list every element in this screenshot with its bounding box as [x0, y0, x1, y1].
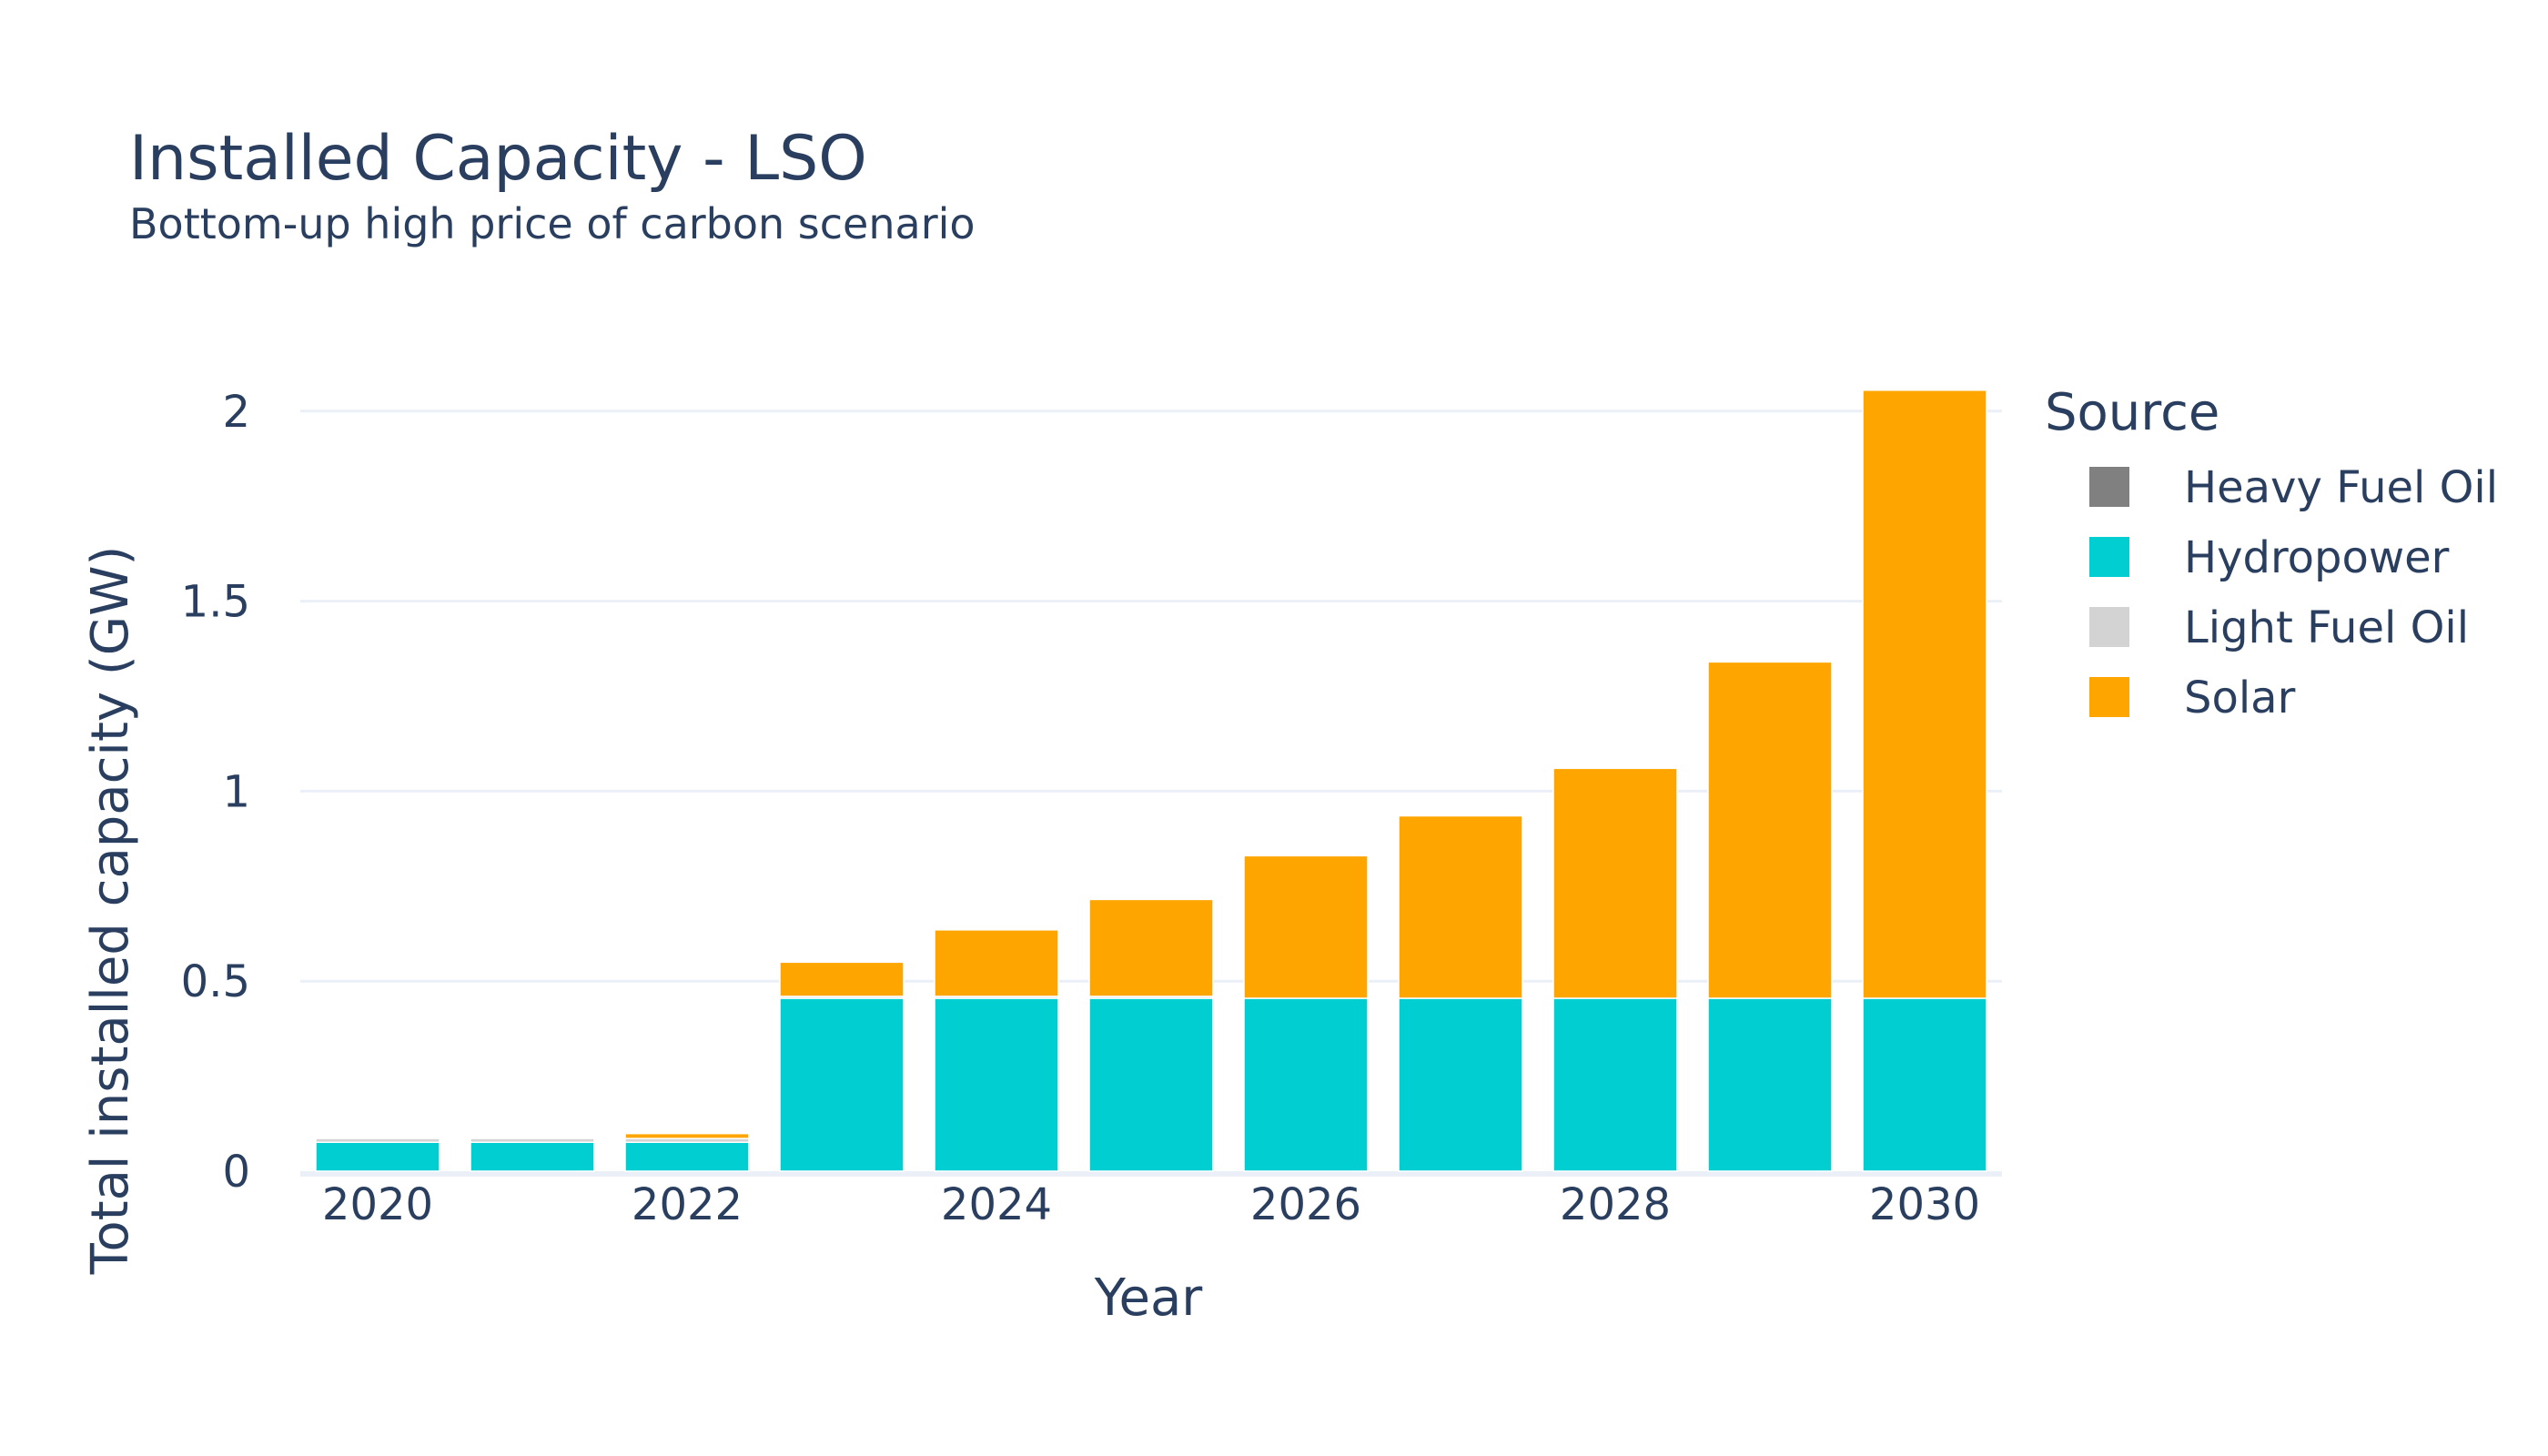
legend: Source Heavy Fuel Oil Hydropower Light Fue…: [2045, 383, 2498, 723]
legend-label: Solar: [2184, 672, 2296, 723]
bar-segment-solar: [1398, 814, 1523, 999]
x-tick-label: 2030: [1869, 1179, 1980, 1230]
legend-label: Hydropower: [2184, 532, 2450, 583]
x-axis-label: Year: [1094, 1269, 1204, 1328]
bar-segment-hydropower: [315, 1141, 440, 1172]
bar-segment-hydropower: [1552, 997, 1678, 1172]
y-tick-label: 0.5: [181, 956, 250, 1007]
bar-segment-solar: [624, 1132, 750, 1139]
y-tick-label: 0: [222, 1147, 250, 1198]
y-axis-label: Total installed capacity (GW): [81, 546, 140, 1276]
x-tick-label: 2020: [322, 1179, 433, 1230]
legend-swatch: [2089, 537, 2129, 577]
bar-segment-hydropower: [1862, 997, 1987, 1172]
bar-segment-solar: [1707, 661, 1833, 999]
bar-segment-hydropower: [1398, 997, 1523, 1172]
bar-segment-solar: [1862, 389, 1987, 999]
legend-swatch: [2089, 677, 2129, 717]
y-tick-label: 1.5: [181, 577, 250, 628]
bar-segment-solar: [934, 929, 1059, 997]
chart-subtitle: Bottom-up high price of carbon scenario: [129, 199, 976, 248]
bar-segment-light-fuel-oil: [470, 1138, 595, 1144]
bar-segment-hydropower: [1088, 997, 1214, 1172]
bar-segment-hydropower: [934, 997, 1059, 1172]
bar-segment-light-fuel-oil: [315, 1138, 440, 1144]
bar-segment-solar: [1552, 767, 1678, 999]
bar-segment-solar: [779, 961, 905, 997]
bar-segment-hydropower: [779, 997, 905, 1172]
legend-swatch: [2089, 467, 2129, 507]
y-tick-label: 2: [222, 387, 250, 438]
x-tick-label: 2024: [941, 1179, 1052, 1230]
legend-label: Light Fuel Oil: [2184, 602, 2469, 653]
bar-segment-hydropower: [1243, 997, 1369, 1172]
x-tick-label: 2026: [1250, 1179, 1361, 1230]
bar-segment-solar: [1088, 898, 1214, 997]
bar-segment-hydropower: [1707, 997, 1833, 1172]
bar-segment-hydropower: [624, 1141, 750, 1172]
axis-layer: 0 0.5 1 1.5 2 2020 2022 2024 2026 2028 2030: [181, 387, 1980, 1230]
chart-title: Installed Capacity - LSO: [129, 123, 867, 195]
legend-label: Heavy Fuel Oil: [2184, 462, 2498, 513]
bar-segment-hydropower: [470, 1141, 595, 1172]
x-tick-label: 2028: [1560, 1179, 1671, 1230]
bars-layer: [315, 389, 1987, 1172]
legend-swatch: [2089, 607, 2129, 647]
y-tick-label: 1: [222, 766, 250, 817]
legend-title: Source: [2045, 383, 2219, 442]
x-tick-label: 2022: [632, 1179, 743, 1230]
bar-segment-solar: [1243, 854, 1369, 999]
